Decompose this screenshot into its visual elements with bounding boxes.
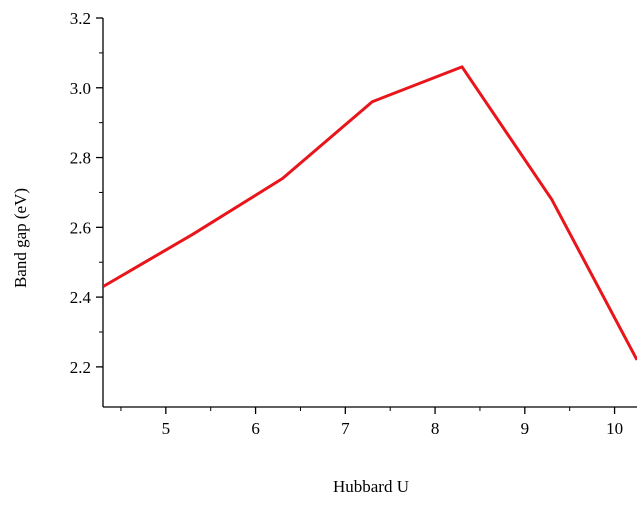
y-tick-label: 2.8 xyxy=(70,149,91,168)
x-tick-label: 8 xyxy=(431,419,440,438)
y-tick-label: 2.2 xyxy=(70,358,91,377)
y-tick-label: 2.6 xyxy=(70,218,91,237)
x-tick-label: 9 xyxy=(521,419,530,438)
x-tick-label: 10 xyxy=(606,419,623,438)
x-axis-label: Hubbard U xyxy=(333,477,409,496)
y-tick-label: 2.4 xyxy=(70,288,92,307)
y-tick-label: 3.0 xyxy=(70,79,91,98)
x-tick-label: 7 xyxy=(341,419,350,438)
plot-area xyxy=(103,65,637,361)
x-tick-label: 6 xyxy=(251,419,260,438)
y-tick-label: 3.2 xyxy=(70,9,91,28)
axes xyxy=(102,18,637,408)
ticks: 5 6 7 8 9 10 2.2 2.4 2.6 2.8 3.0 3.2 xyxy=(70,9,623,438)
y-axis-label: Band gap (eV) xyxy=(11,188,30,288)
series-line xyxy=(103,65,637,361)
x-tick-label: 5 xyxy=(162,419,171,438)
